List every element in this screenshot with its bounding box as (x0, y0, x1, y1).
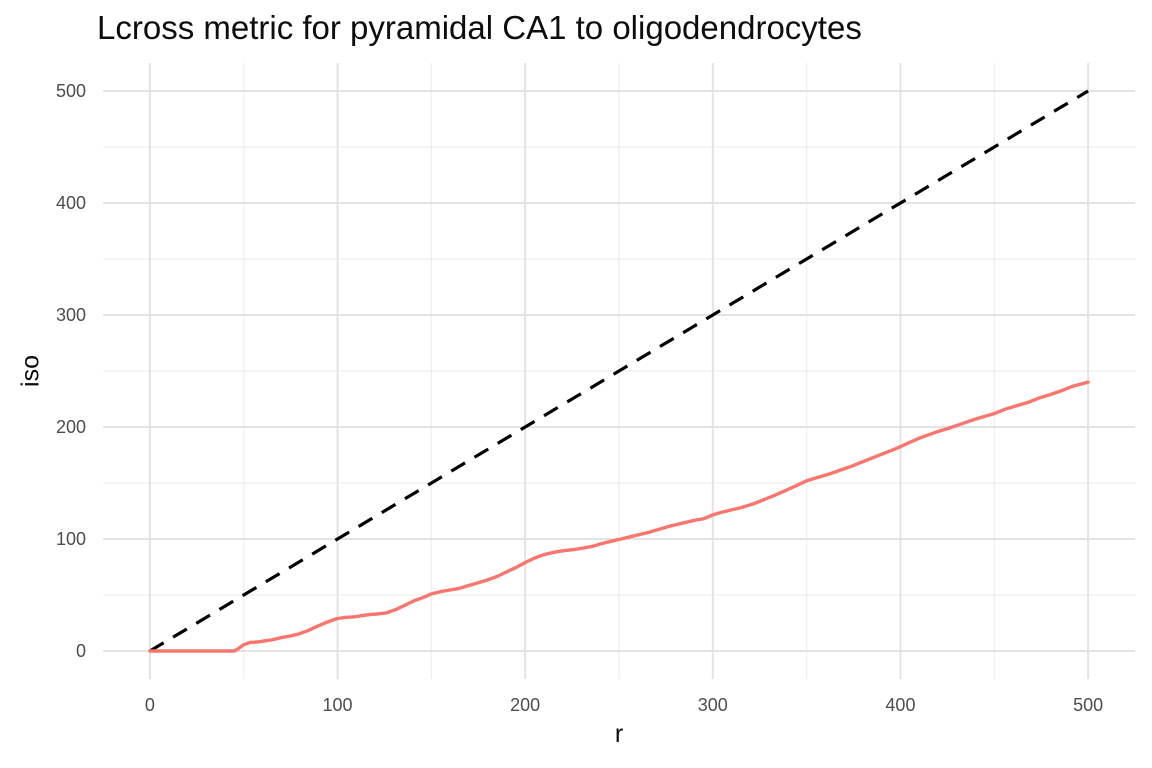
theoretical-line (149, 89, 1089, 653)
x-tick-label: 0 (145, 695, 155, 715)
x-axis-title: r (614, 720, 624, 748)
y-tick-label: 0 (76, 641, 86, 661)
y-axis-title: iso (16, 355, 45, 387)
y-tick-label: 400 (56, 193, 86, 213)
y-tick-label: 200 (56, 417, 86, 437)
x-tick-label: 400 (885, 695, 915, 715)
y-tick-label: 100 (56, 529, 86, 549)
y-tick-label: 300 (56, 305, 86, 325)
y-tick-label: 500 (56, 81, 86, 101)
x-tick-label: 100 (323, 695, 353, 715)
x-tick-label: 500 (1073, 695, 1103, 715)
iso-line (148, 380, 1090, 653)
x-tick-label: 300 (698, 695, 728, 715)
chart-title: Lcross metric for pyramidal CA1 to oligo… (97, 9, 862, 46)
x-tick-label: 200 (510, 695, 540, 715)
